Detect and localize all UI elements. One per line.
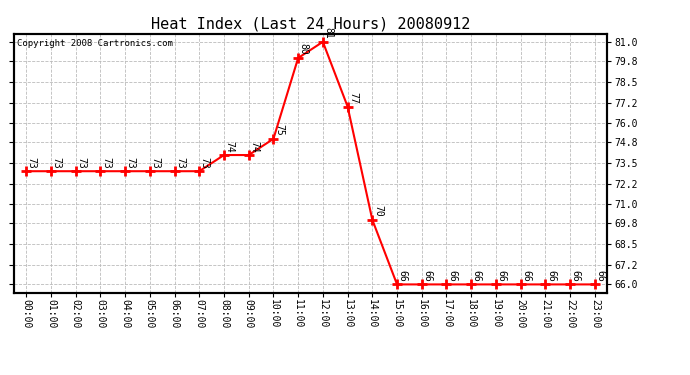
Text: 73: 73 bbox=[150, 157, 160, 168]
Text: 66: 66 bbox=[397, 270, 408, 282]
Text: 70: 70 bbox=[373, 205, 383, 217]
Text: Copyright 2008 Cartronics.com: Copyright 2008 Cartronics.com bbox=[17, 39, 172, 48]
Text: 73: 73 bbox=[52, 157, 61, 168]
Text: 73: 73 bbox=[200, 157, 210, 168]
Text: 66: 66 bbox=[546, 270, 556, 282]
Title: Heat Index (Last 24 Hours) 20080912: Heat Index (Last 24 Hours) 20080912 bbox=[151, 16, 470, 31]
Text: 66: 66 bbox=[422, 270, 433, 282]
Text: 66: 66 bbox=[595, 270, 605, 282]
Text: 66: 66 bbox=[521, 270, 531, 282]
Text: 73: 73 bbox=[175, 157, 185, 168]
Text: 66: 66 bbox=[472, 270, 482, 282]
Text: 73: 73 bbox=[27, 157, 37, 168]
Text: 77: 77 bbox=[348, 92, 358, 104]
Text: 80: 80 bbox=[299, 44, 308, 55]
Text: 66: 66 bbox=[447, 270, 457, 282]
Text: 75: 75 bbox=[274, 124, 284, 136]
Text: 74: 74 bbox=[249, 141, 259, 152]
Text: 73: 73 bbox=[126, 157, 136, 168]
Text: 73: 73 bbox=[101, 157, 111, 168]
Text: 73: 73 bbox=[76, 157, 86, 168]
Text: 74: 74 bbox=[224, 141, 235, 152]
Text: 81: 81 bbox=[324, 27, 333, 39]
Text: 66: 66 bbox=[571, 270, 581, 282]
Text: 66: 66 bbox=[497, 270, 506, 282]
